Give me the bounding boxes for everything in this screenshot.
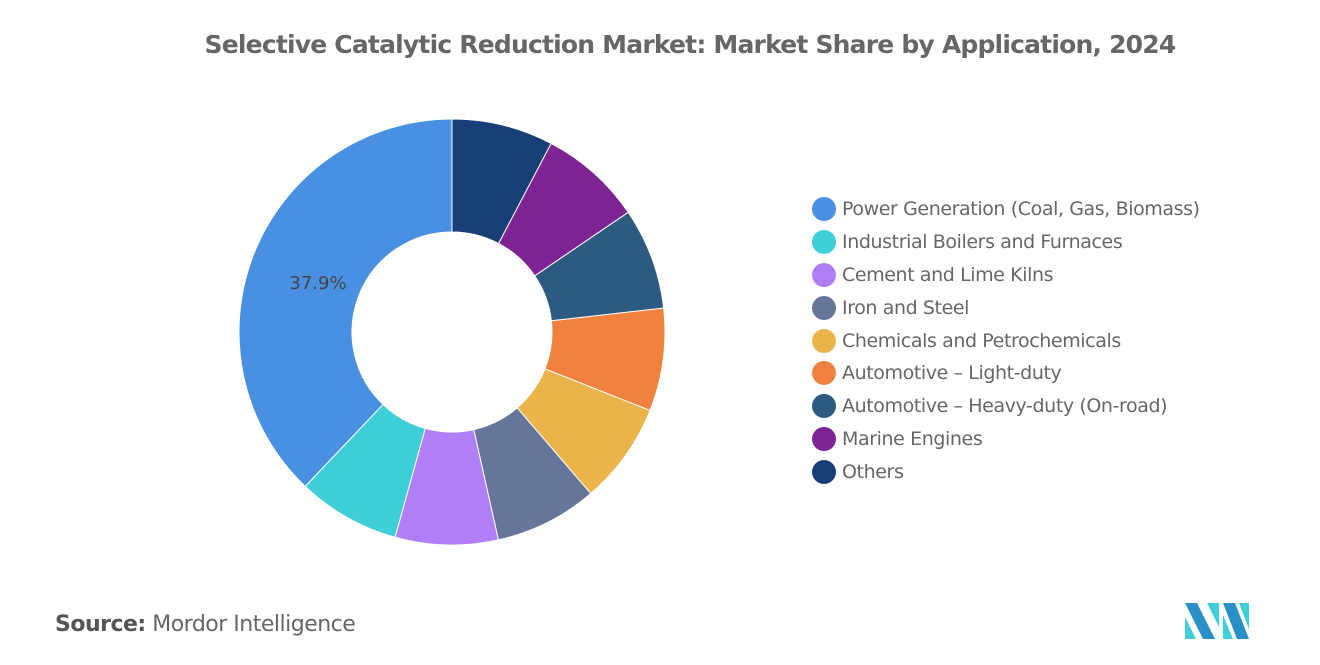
legend-label: Power Generation (Coal, Gas, Biomass) [842, 198, 1200, 221]
legend-swatch [812, 262, 836, 287]
legend-item: Cement and Lime Kilns [812, 259, 1200, 292]
legend-label: Iron and Steel [842, 296, 970, 319]
legend-item: Automotive – Heavy-duty (On-road) [812, 390, 1200, 423]
legend-swatch [812, 328, 836, 353]
legend-swatch [812, 361, 836, 386]
legend-item: Marine Engines [812, 423, 1200, 456]
legend-swatch [812, 426, 836, 451]
legend-item: Iron and Steel [812, 291, 1200, 324]
legend-swatch [812, 230, 836, 255]
legend-swatch [812, 394, 836, 419]
legend-item: Industrial Boilers and Furnaces [812, 226, 1200, 259]
legend-swatch [812, 197, 836, 222]
legend-item: Automotive – Light-duty [812, 357, 1200, 390]
legend-label: Marine Engines [842, 427, 983, 450]
legend-item: Chemicals and Petrochemicals [812, 324, 1200, 357]
donut-chart: 37.9% [238, 118, 666, 546]
legend-label: Chemicals and Petrochemicals [842, 329, 1121, 352]
source-label: Source: [55, 612, 146, 637]
legend-swatch [812, 295, 836, 320]
legend-item: Others [812, 455, 1200, 488]
mordor-logo [1185, 603, 1249, 639]
legend: Power Generation (Coal, Gas, Biomass) Ind… [812, 193, 1200, 488]
legend-label: Cement and Lime Kilns [842, 263, 1054, 286]
legend-label: Industrial Boilers and Furnaces [842, 231, 1123, 254]
legend-swatch [812, 459, 836, 484]
source: Source: Mordor Intelligence [55, 612, 356, 637]
slice-others [451, 118, 552, 245]
slice-power-generation-coal-gas-biomass [238, 118, 453, 488]
legend-label: Automotive – Heavy-duty (On-road) [842, 395, 1168, 418]
source-value: Mordor Intelligence [152, 612, 356, 637]
legend-label: Automotive – Light-duty [842, 362, 1062, 385]
legend-item: Power Generation (Coal, Gas, Biomass) [812, 193, 1200, 226]
data-label: 37.9% [289, 273, 346, 294]
legend-label: Others [842, 460, 904, 483]
chart-title: Selective Catalytic Reduction Market: Ma… [204, 30, 1177, 59]
